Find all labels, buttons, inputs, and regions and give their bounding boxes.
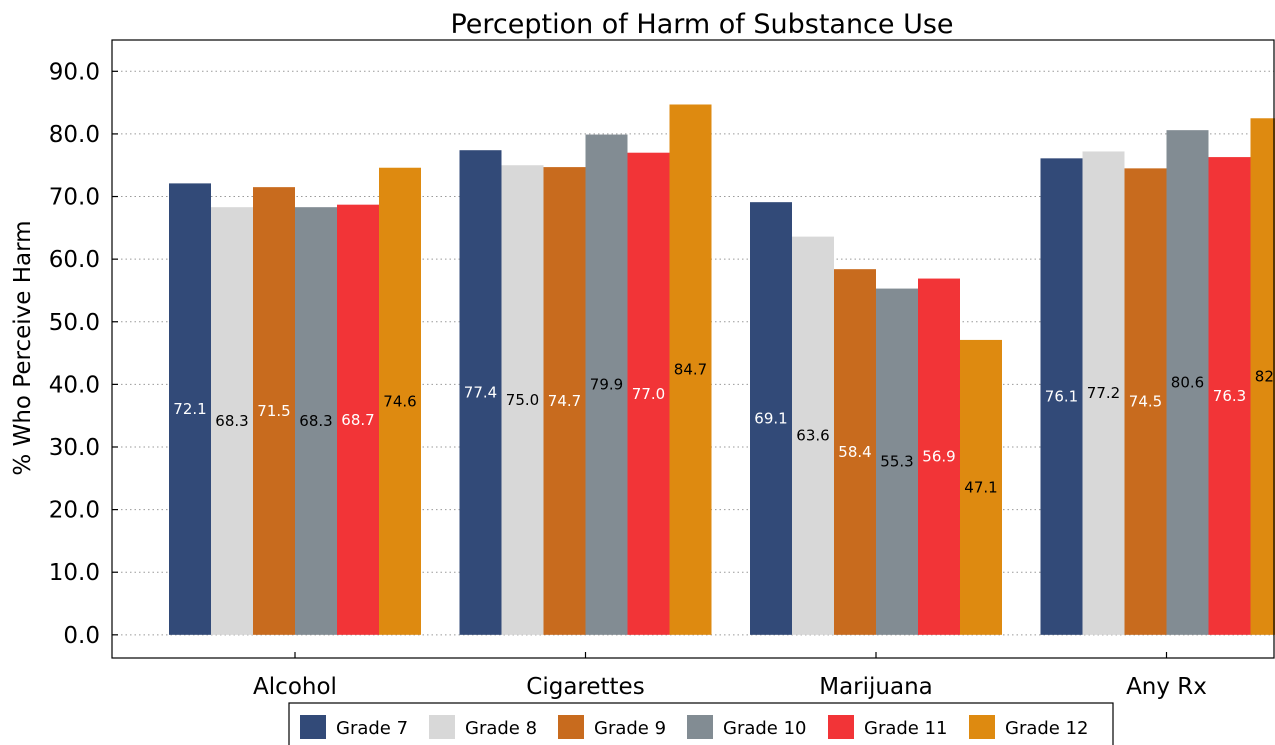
- bar: [1082, 151, 1125, 635]
- value-label: 55.3: [880, 453, 913, 471]
- bar: [253, 187, 295, 635]
- value-label: 79.9: [590, 376, 623, 394]
- value-label: 75.0: [506, 391, 539, 409]
- bar: [543, 167, 586, 635]
- legend-label: Grade 9: [594, 718, 666, 739]
- y-tick-label: 30.0: [49, 435, 100, 461]
- bar: [337, 204, 379, 635]
- x-tick-label: Any Rx: [1126, 674, 1207, 700]
- bar: [211, 207, 253, 635]
- y-tick-label: 70.0: [49, 185, 100, 211]
- value-label: 71.5: [257, 402, 290, 420]
- value-label: 68.3: [215, 412, 248, 430]
- bar: [295, 207, 337, 635]
- legend-swatch: [300, 715, 326, 739]
- legend-swatch: [558, 715, 584, 739]
- bar: [1040, 158, 1083, 635]
- x-tick-label: Alcohol: [253, 674, 337, 700]
- x-tick-label: Marijuana: [819, 674, 933, 700]
- bar: [627, 152, 670, 635]
- legend: Grade 7 Grade 8 Grade 9 Grade 10 Grade 11 Gra…: [288, 702, 1114, 745]
- legend-swatch: [687, 715, 713, 739]
- bar: [459, 150, 502, 635]
- value-label: 56.9: [922, 448, 955, 466]
- bar: [379, 167, 421, 635]
- legend-swatch: [429, 715, 455, 739]
- value-label: 82.5: [1255, 368, 1275, 386]
- value-label: 72.1: [173, 400, 206, 418]
- y-tick-label: 20.0: [49, 498, 100, 524]
- legend-label: Grade 11: [864, 718, 948, 739]
- y-tick-label: 80.0: [49, 122, 100, 148]
- bar: [834, 269, 876, 635]
- y-tick-label: 60.0: [49, 247, 100, 273]
- bar: [1166, 130, 1209, 635]
- value-label: 77.0: [632, 385, 665, 403]
- bar: [960, 339, 1002, 635]
- value-label: 77.2: [1087, 384, 1120, 402]
- legend-label: Grade 10: [723, 718, 807, 739]
- value-label: 74.5: [1129, 393, 1162, 411]
- value-label: 76.3: [1213, 387, 1246, 405]
- value-label: 80.6: [1171, 373, 1204, 391]
- y-axis-label: % Who Perceive Harm: [10, 220, 36, 475]
- bar: [876, 288, 918, 635]
- x-axis: Alcohol Cigarettes Marijuana Any Rx: [253, 652, 1207, 700]
- legend-swatch: [828, 715, 854, 739]
- bar: [1124, 168, 1167, 635]
- value-label: 63.6: [796, 427, 829, 445]
- legend-label: Grade 7: [336, 718, 408, 739]
- bar: [501, 165, 544, 635]
- y-axis: 0.0 10.0 20.0 30.0 40.0 50.0 60.0 70.0 80.0 90.0: [49, 59, 118, 649]
- y-tick-label: 10.0: [49, 560, 100, 586]
- y-tick-label: 40.0: [49, 372, 100, 398]
- value-label: 74.7: [548, 392, 581, 410]
- value-label: 84.7: [674, 361, 707, 379]
- value-label: 68.7: [341, 411, 374, 429]
- bar: [750, 202, 792, 635]
- legend-label: Grade 8: [465, 718, 537, 739]
- value-label: 68.3: [299, 412, 332, 430]
- value-label: 74.6: [383, 392, 416, 410]
- bar: [669, 104, 712, 635]
- bar: [1208, 157, 1251, 635]
- x-tick-label: Cigarettes: [526, 674, 644, 700]
- bar: [918, 278, 960, 635]
- legend-label: Grade 12: [1005, 718, 1089, 739]
- value-label: 69.1: [754, 410, 787, 428]
- chart-title: Perception of Harm of Substance Use: [450, 9, 953, 40]
- legend-swatch: [969, 715, 995, 739]
- value-label: 58.4: [838, 443, 871, 461]
- legend-items: Grade 7 Grade 8 Grade 9 Grade 10 Grade 11 Gra…: [300, 715, 1089, 739]
- y-tick-label: 0.0: [63, 623, 100, 649]
- y-tick-label: 50.0: [49, 310, 100, 336]
- plot-frame: [111, 39, 1275, 659]
- value-labels: 72.1 68.3 71.5 68.3 68.7 74.6 77.4 75.0 74.7 79.9…: [173, 361, 1275, 497]
- bar: [792, 236, 834, 635]
- bar: [169, 183, 211, 635]
- y-tick-label: 90.0: [49, 59, 100, 85]
- bar: [585, 134, 628, 635]
- value-label: 77.4: [464, 384, 497, 402]
- bars: [169, 104, 1275, 635]
- value-label: 47.1: [964, 478, 997, 496]
- value-label: 76.1: [1045, 388, 1078, 406]
- bar: [1250, 118, 1275, 635]
